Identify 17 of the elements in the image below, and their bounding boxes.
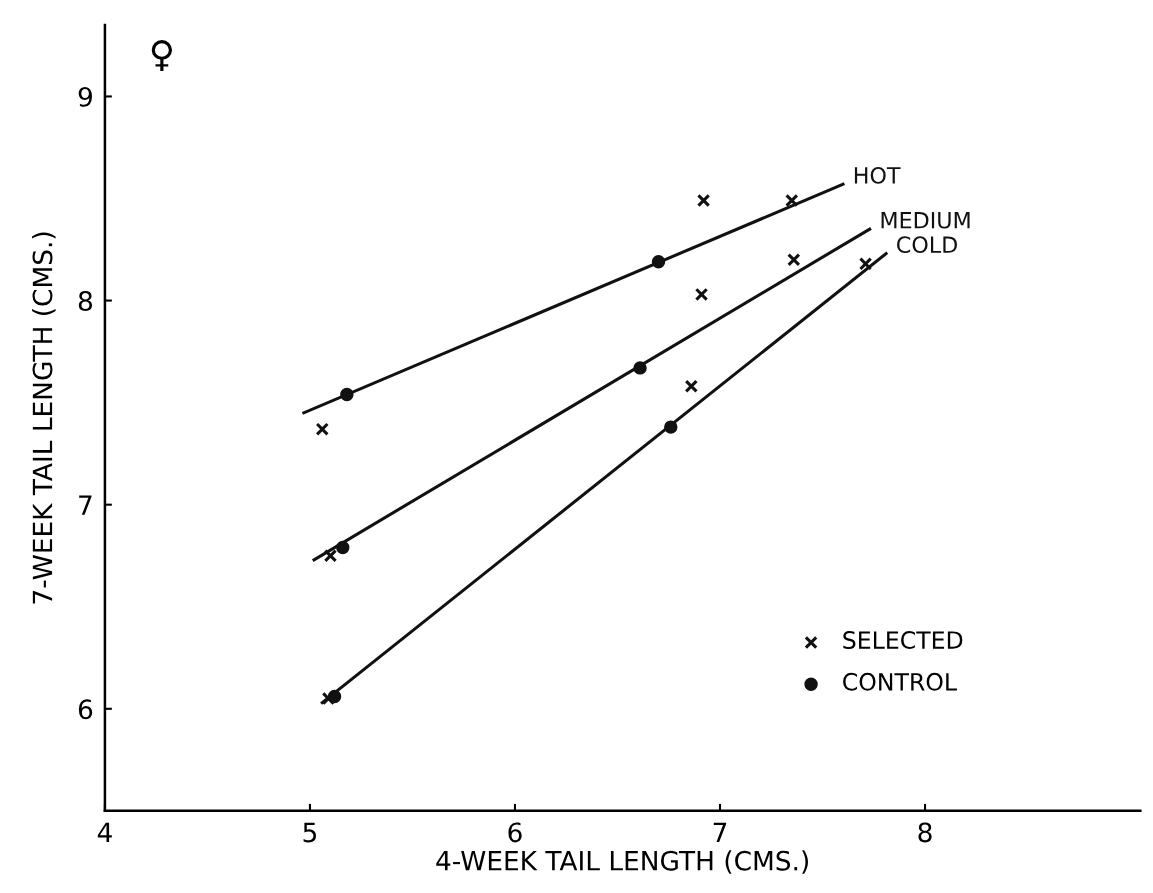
series-label: MEDIUM	[881, 212, 970, 229]
x-tick-label: 5	[303, 822, 317, 843]
y-axis-title: 7-WEEK TAIL LENGTH (CMS.)	[32, 232, 56, 604]
x-tick-label: 8	[918, 822, 932, 843]
y-tick-label: 6	[78, 699, 93, 720]
series-label: COLD	[897, 236, 957, 254]
x-tick-label: 6	[508, 822, 522, 843]
x-axis-title: 4-WEEK TAIL LENGTH (CMS.)	[436, 850, 808, 874]
x-tick-label: 4	[97, 822, 112, 843]
y-tick-label: 7	[79, 495, 92, 515]
legend-label: SELECTED	[843, 631, 963, 649]
y-tick-label: 9	[78, 86, 92, 107]
annotation: ♀	[151, 39, 173, 71]
series-label: HOT	[854, 166, 901, 184]
legend-label: CONTROL	[843, 672, 957, 691]
y-tick-label: 8	[78, 291, 93, 311]
x-tick-label: 7	[713, 822, 727, 843]
